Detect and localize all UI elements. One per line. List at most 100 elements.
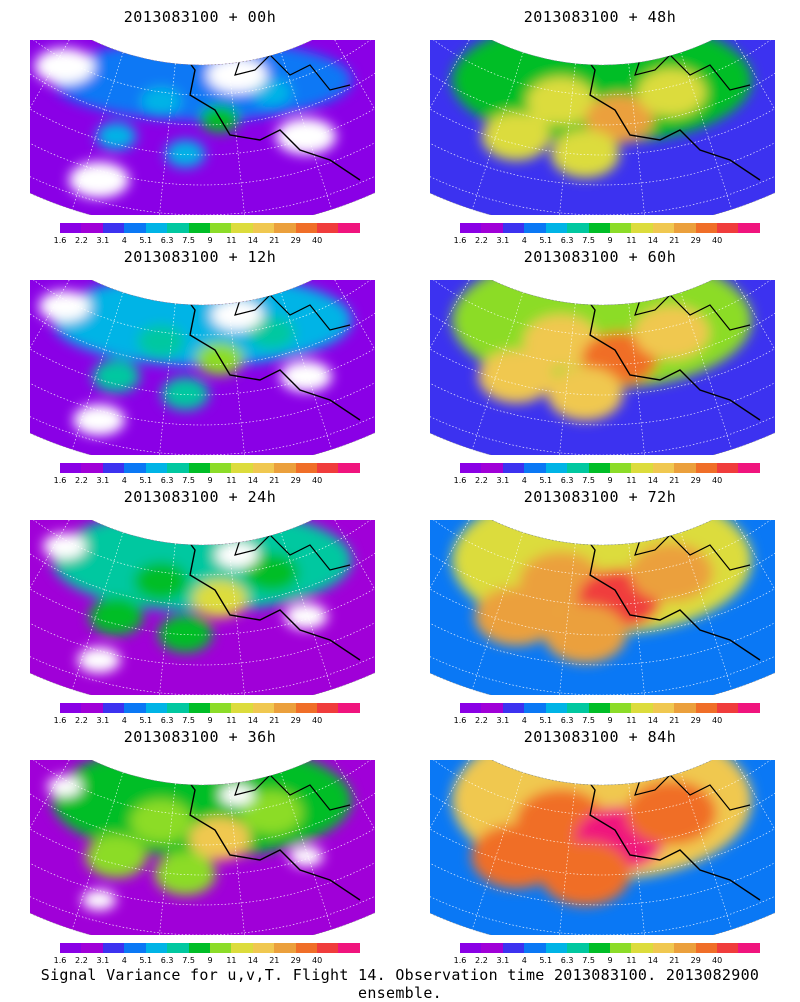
colorbar-swatch	[274, 943, 296, 953]
panel-title: 2013083100 + 00h	[123, 8, 277, 26]
low-variance-gap	[73, 404, 125, 436]
colorbar-swatch	[317, 463, 339, 473]
colorbar-swatch	[631, 463, 653, 473]
longitude-line	[471, 532, 524, 690]
colorbar-swatch	[502, 943, 525, 953]
colorbar-swatch	[502, 223, 525, 233]
colorbar-label: 4	[521, 236, 527, 245]
colorbar	[60, 223, 360, 233]
colorbar-swatch	[252, 463, 275, 473]
colorbar-swatch	[295, 223, 318, 233]
colorbar-label: 6.3	[160, 236, 174, 245]
colorbar-swatch	[545, 703, 568, 713]
longitude-line	[471, 292, 524, 450]
colorbar-label: 4	[121, 476, 127, 485]
variance-map	[430, 40, 775, 215]
longitude-line	[280, 292, 333, 450]
colorbar-label: 29	[290, 716, 301, 725]
colorbar-label: 1.6	[453, 956, 467, 965]
colorbar-swatch	[631, 703, 653, 713]
longitude-line	[628, 543, 647, 695]
colorbar-swatch	[717, 223, 739, 233]
variance-region	[550, 129, 620, 179]
colorbar-swatch	[567, 703, 589, 713]
colorbar-swatch	[652, 223, 675, 233]
variance-region	[247, 315, 296, 350]
coastline	[579, 49, 761, 181]
colorbar-label: 40	[312, 716, 323, 725]
low-variance-gap	[47, 775, 82, 797]
colorbar-swatch	[609, 703, 632, 713]
colorbar-swatch	[124, 463, 146, 473]
colorbar-label: 40	[712, 956, 723, 965]
colorbar-swatch	[145, 943, 168, 953]
longitude-line	[71, 772, 124, 930]
colorbar-swatch	[481, 703, 503, 713]
colorbar-swatch	[481, 943, 503, 953]
colorbar-label: 6.3	[560, 476, 574, 485]
variance-region	[540, 841, 631, 906]
colorbar-swatch	[81, 463, 103, 473]
colorbar-swatch	[145, 703, 168, 713]
longitude-line	[628, 783, 647, 935]
colorbar-swatch	[545, 463, 568, 473]
map-panel: 2013083100 + 36h 1.6 2.2 3.1 4 5.1 6.3 7.5 9 11 14…	[0, 720, 400, 965]
longitude-line	[71, 52, 124, 210]
colorbar-labels: 1.6 2.2 3.1 4 5.1 6.3 7.5 9 11 14 21 29 40	[454, 716, 760, 726]
colorbar-swatch	[717, 463, 739, 473]
variance-region	[251, 78, 292, 107]
low-variance-gap	[43, 533, 86, 560]
latitude-line	[430, 283, 775, 366]
colorbar-swatch	[295, 943, 318, 953]
latitude-line	[30, 283, 375, 366]
colorbar-label: 2.2	[475, 236, 488, 245]
map-panel: 2013083100 + 72h 1.6 2.2 3.1 4 5.1 6.3 7.5 9 11 14…	[400, 480, 800, 725]
coastline	[179, 289, 361, 421]
latitude-line	[30, 763, 375, 846]
map-boundary	[430, 40, 775, 215]
variance-region	[637, 68, 706, 117]
map-panel: 2013083100 + 84h 1.6 2.2 3.1 4 5.1 6.3 7.5 9 11 14…	[400, 720, 800, 965]
colorbar	[60, 463, 360, 473]
colorbar-labels: 1.6 2.2 3.1 4 5.1 6.3 7.5 9 11 14 21 29 40	[54, 716, 360, 726]
variance-region	[474, 586, 558, 646]
colorbar-labels: 1.6 2.2 3.1 4 5.1 6.3 7.5 9 11 14 21 29 40	[54, 956, 360, 966]
colorbar-swatch	[188, 463, 210, 473]
colorbar-label: 4	[121, 956, 127, 965]
map-boundary	[430, 520, 775, 695]
colorbar-swatch	[317, 943, 339, 953]
colorbar-label: 5.1	[539, 236, 553, 245]
colorbar-label: 3.1	[96, 236, 110, 245]
longitude-line	[71, 292, 124, 450]
colorbar-label: 6.3	[160, 956, 174, 965]
longitude-line	[628, 63, 647, 215]
colorbar-label: 7.5	[582, 236, 595, 245]
map-panel: 2013083100 + 00h 1.6 2.2 3.1 4 5.1 6.3 7.5 9 11 14…	[0, 0, 400, 245]
longitude-line	[157, 783, 176, 935]
colorbar-label: 9	[607, 716, 613, 725]
colorbar-label: 4	[121, 716, 127, 725]
colorbar-swatch	[317, 223, 339, 233]
colorbar-swatch	[738, 943, 760, 953]
variance-region	[165, 139, 206, 168]
variance-region	[633, 305, 710, 360]
colorbar-swatch	[209, 463, 232, 473]
colorbar-label: 2.2	[75, 476, 88, 485]
colorbar-label: 14	[247, 476, 258, 485]
variance-region	[133, 562, 189, 601]
map-boundary	[430, 280, 775, 455]
colorbar-label: 29	[290, 956, 301, 965]
low-variance-gap	[280, 360, 332, 392]
variance-map	[430, 760, 775, 935]
longitude-line	[157, 63, 176, 215]
colorbar-label: 5.1	[539, 716, 553, 725]
latitude-line	[430, 66, 775, 156]
colorbar-swatch	[631, 223, 653, 233]
colorbar-swatch	[102, 703, 125, 713]
colorbar-label: 2.2	[75, 236, 88, 245]
colorbar-label: 9	[207, 476, 213, 485]
colorbar-swatch	[167, 463, 189, 473]
latitude-line	[430, 280, 775, 336]
variance-region	[141, 87, 182, 116]
colorbar-label: 6.3	[560, 716, 574, 725]
